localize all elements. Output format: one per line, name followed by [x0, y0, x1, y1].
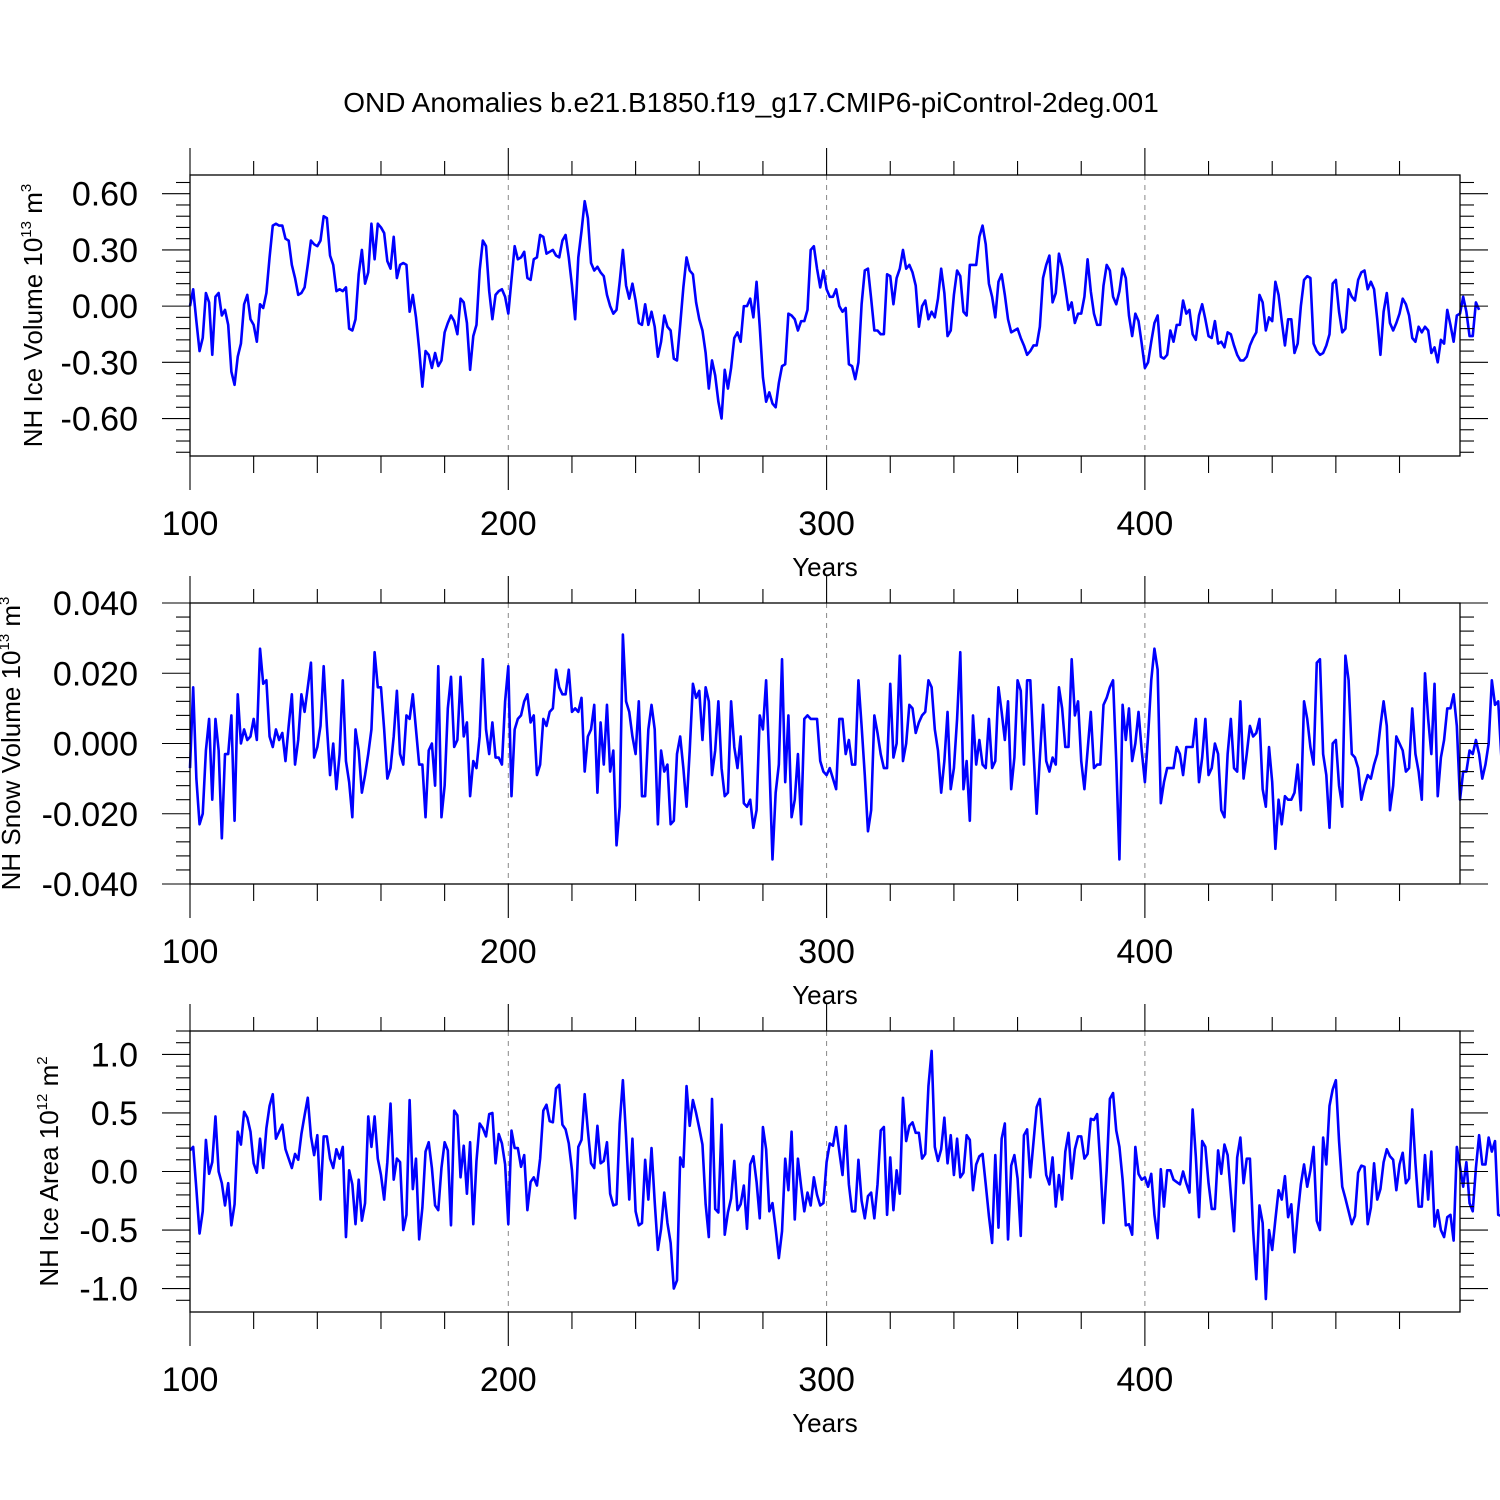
y-tick-label: 0.040: [53, 585, 138, 623]
y-tick-label: 0.30: [72, 232, 138, 270]
x-tick-label: 400: [1117, 1361, 1174, 1399]
x-tick-labels: 100 200 300 400: [162, 505, 1174, 543]
plot-frame: [189, 1030, 1461, 1313]
y-tick-label: 1.0: [91, 1036, 138, 1074]
y-axis-label-unit-exponent: 2: [34, 1056, 51, 1064]
y-axis-label-unit-exponent: 3: [18, 184, 35, 192]
snow-volume-series-line: [188, 633, 1500, 861]
y-tick-label: 0.000: [53, 726, 138, 764]
snow-volume-panel: 100 200 300 400 -0.040 -0.020 0.000 0.020 0.040…: [0, 576, 1500, 1010]
y-tick-label: 0.5: [91, 1095, 138, 1133]
ticks: [162, 1004, 1488, 1346]
y-axis-label-exponent: 12: [34, 1094, 51, 1111]
x-tick-label: 200: [480, 1361, 537, 1399]
y-tick-label: 0.020: [53, 655, 138, 693]
y-tick-label: -0.040: [42, 866, 138, 904]
y-axis-label-prefix: NH Snow Volume 10: [0, 651, 26, 891]
y-tick-labels: -0.60 -0.30 0.00 0.30 0.60: [61, 176, 139, 439]
y-tick-label: -0.020: [42, 796, 138, 834]
y-axis-label-unit-exponent: 3: [0, 597, 13, 605]
y-axis-label-exponent: 13: [18, 221, 35, 238]
x-axis-label: Years: [792, 980, 858, 1010]
ice-volume-panel: 100 200 300 400 -0.60 -0.30 0.00 0.30 0.60 Year…: [18, 148, 1488, 582]
figure-title: OND Anomalies b.e21.B1850.f19_g17.CMIP6-…: [343, 87, 1159, 118]
y-axis-label: NH Ice Volume 1013 m3: [18, 184, 48, 447]
y-tick-label: -0.60: [61, 401, 139, 439]
y-axis-label-unit: m: [34, 1065, 64, 1094]
x-tick-labels: 100 200 300 400: [162, 1361, 1174, 1399]
y-axis-label-exponent: 13: [0, 634, 13, 651]
x-tick-label: 200: [480, 505, 537, 543]
x-tick-label: 100: [162, 505, 219, 543]
ice-volume-series-line: [188, 199, 1481, 420]
x-gridlines: [507, 603, 1146, 884]
y-axis-label: NH Ice Area 1012 m2: [34, 1056, 64, 1286]
y-axis-label-unit: m: [18, 192, 48, 221]
x-tick-label: 100: [162, 933, 219, 971]
x-axis-label: Years: [792, 552, 858, 582]
y-tick-label: -1.0: [79, 1271, 138, 1309]
x-gridlines: [507, 175, 1146, 456]
y-tick-labels: -0.040 -0.020 0.000 0.020 0.040: [42, 585, 138, 904]
y-tick-label: 0.60: [72, 176, 138, 214]
y-tick-label: 0.00: [72, 288, 138, 326]
y-axis-label: NH Snow Volume 1013 m3: [0, 597, 26, 891]
x-tick-label: 300: [798, 505, 855, 543]
plot-frame: [189, 174, 1461, 457]
y-tick-label: -0.30: [61, 344, 139, 382]
x-tick-label: 400: [1117, 505, 1174, 543]
y-tick-label: -0.5: [79, 1212, 138, 1250]
y-axis-label-prefix: NH Ice Volume 10: [18, 238, 48, 448]
y-axis-label-prefix: NH Ice Area 10: [34, 1110, 64, 1286]
plot-frame: [189, 602, 1461, 885]
y-tick-labels: -1.0 -0.5 0.0 0.5 1.0: [79, 1036, 138, 1308]
x-tick-label: 300: [798, 933, 855, 971]
x-tick-label: 200: [480, 933, 537, 971]
ticks: [162, 148, 1488, 490]
ice-area-panel: 100 200 300 400 -1.0 -0.5 0.0 0.5 1.0 Years NH …: [34, 1004, 1500, 1438]
x-tick-label: 400: [1117, 933, 1174, 971]
ticks: [162, 576, 1488, 918]
y-tick-label: 0.0: [91, 1154, 138, 1192]
x-tick-label: 100: [162, 1361, 219, 1399]
x-tick-label: 300: [798, 1361, 855, 1399]
y-axis-label-unit: m: [0, 605, 26, 634]
ice-area-series-line: [189, 1049, 1500, 1301]
x-axis-label: Years: [792, 1408, 858, 1438]
x-tick-labels: 100 200 300 400: [162, 933, 1174, 971]
